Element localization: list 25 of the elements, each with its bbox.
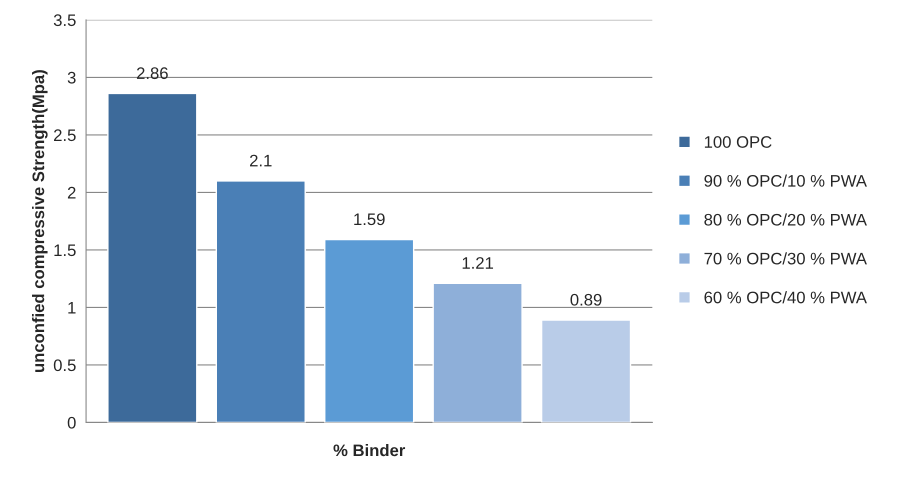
legend-label: 80 % OPC/20 % PWA [704,213,867,226]
data-label: 2.86 [136,67,168,80]
legend-label: 60 % OPC/40 % PWA [704,291,867,304]
bar [216,180,306,422]
y-tick-label: 2 [68,186,76,198]
y-tick-label: 0 [68,416,76,429]
bar [432,282,523,422]
legend-label: 100 OPC [704,136,772,148]
y-tick-label: 1 [68,302,76,314]
y-tick-label: 0.5 [54,359,76,372]
y-tick-label: 3 [68,72,76,84]
data-label: 1.21 [462,257,494,269]
data-label: 2.1 [250,154,272,166]
y-tick-label: 1.5 [54,244,76,256]
data-label: 1.59 [354,213,385,226]
data-label: 0.89 [570,294,602,306]
legend-label: 70 % OPC/30 % PWA [704,252,867,265]
bar [540,319,632,422]
y-axis-title: unconfied compressive Strength(Mpa) [32,70,48,372]
bar [324,238,414,422]
bar [107,92,198,422]
legend-label: 90 % OPC/10 % PWA [704,174,867,187]
y-tick-label: 3.5 [54,14,76,26]
x-axis-title: % Binder [333,444,406,456]
y-tick-label: 2.5 [54,129,76,142]
